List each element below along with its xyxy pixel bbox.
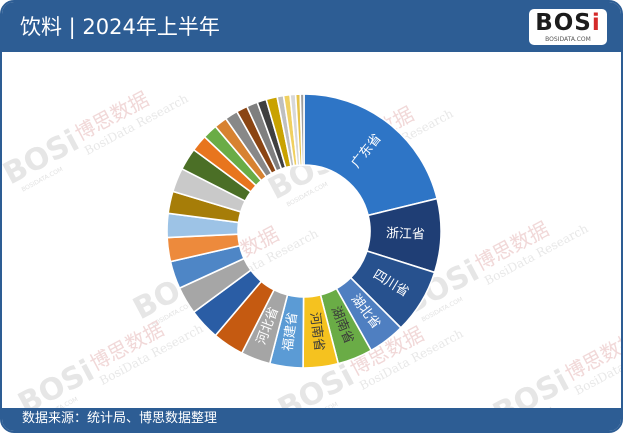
logo-letter-i: i bbox=[591, 10, 601, 36]
slice-label-7: 福建省 bbox=[281, 311, 301, 352]
donut-slice-1 bbox=[303, 93, 439, 217]
brand-logo: BOSi BOSIDATA.COM bbox=[529, 9, 607, 45]
footer-bar: 数据来源：统计局、博思数据整理 bbox=[2, 408, 621, 431]
source-note: 数据来源：统计局、博思数据整理 bbox=[22, 411, 218, 426]
logo-letters: BOS bbox=[535, 10, 592, 36]
logo-site: BOSIDATA.COM bbox=[545, 36, 591, 43]
slice-label-2: 浙江省 bbox=[386, 226, 426, 242]
donut-slice-30 bbox=[299, 93, 305, 166]
header-bar: 饮料 | 2024年上半年 BOSi BOSIDATA.COM bbox=[2, 2, 621, 52]
slice-label-6: 河南省 bbox=[307, 311, 328, 352]
page-title: 饮料 | 2024年上半年 bbox=[20, 15, 220, 39]
logo-wordmark: BOSi bbox=[529, 10, 607, 36]
